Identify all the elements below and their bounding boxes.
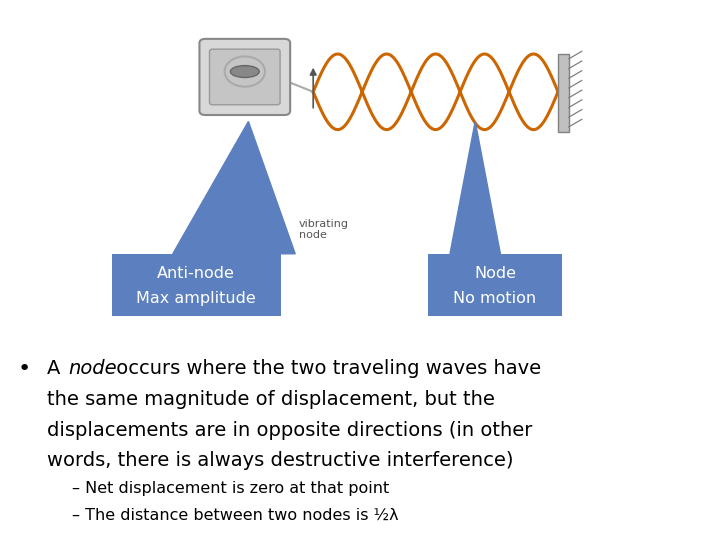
Polygon shape (173, 122, 295, 254)
Bar (428, 254, 562, 316)
Polygon shape (450, 122, 500, 254)
Bar (112, 254, 281, 316)
Text: Max amplitude: Max amplitude (136, 291, 256, 306)
Text: •: • (18, 359, 31, 379)
Ellipse shape (230, 65, 259, 77)
Text: words, there is always destructive interference): words, there is always destructive inter… (47, 451, 513, 470)
FancyBboxPatch shape (210, 49, 280, 105)
Text: – The distance between two nodes is ½λ: – The distance between two nodes is ½λ (72, 508, 399, 523)
Text: occurs where the two traveling waves have: occurs where the two traveling waves hav… (110, 359, 541, 378)
Text: – Net displacement is zero at that point: – Net displacement is zero at that point (72, 481, 390, 496)
Bar (558, 54, 569, 132)
Text: A: A (47, 359, 66, 378)
Text: displacements are in opposite directions (in other: displacements are in opposite directions… (47, 421, 532, 440)
Text: Anti-node: Anti-node (157, 266, 235, 281)
Text: the same magnitude of displacement, but the: the same magnitude of displacement, but … (47, 390, 495, 409)
Text: node: node (68, 359, 117, 378)
Text: vibrating
node: vibrating node (299, 219, 348, 240)
FancyBboxPatch shape (199, 39, 290, 115)
Text: Node: Node (474, 266, 516, 281)
Text: No motion: No motion (454, 291, 536, 306)
